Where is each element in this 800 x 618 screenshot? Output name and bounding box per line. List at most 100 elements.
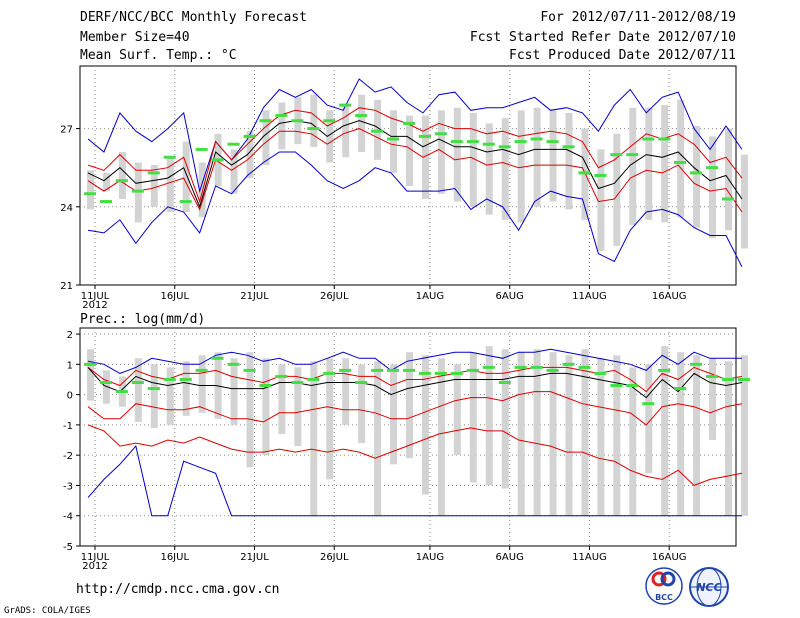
observation-marker [610,153,623,157]
range-bar [390,110,398,173]
observation-marker [530,365,543,369]
y-tick-label: -5 [63,542,73,553]
series-line-mean [87,120,743,209]
observation-marker [418,371,431,375]
range-bar [565,355,573,516]
observation-marker [84,192,96,196]
range-bar [709,358,717,441]
range-bar [182,141,190,212]
x-tick-label: 16JUL [160,552,189,563]
range-bar [87,349,94,401]
range-bar [102,370,110,404]
observation-marker [514,140,527,144]
range-bar [342,358,350,425]
range-bar [677,99,685,218]
observation-marker [211,356,224,360]
observation-marker [418,134,431,138]
range-bar [453,107,461,202]
x-tick-label: 11AUG [572,552,607,563]
range-bar [629,367,637,516]
series-line-lower2 [87,424,743,486]
x-tick-label: 21JUL [240,552,269,563]
range-bar [549,352,557,516]
range-bar [613,133,621,246]
range-bar [246,352,254,468]
observation-marker [450,140,463,144]
x-tick-label: 26JUL [320,291,349,302]
series-line-max [87,348,742,374]
x-tick-label: 11AUG [572,291,607,302]
observation-marker [243,134,256,138]
observation-marker [466,368,479,372]
range-bar [326,358,334,480]
observation-marker [131,189,144,193]
range-bar [342,105,350,158]
observation-marker [482,142,495,146]
observation-marker [434,132,447,136]
start-date: Fcst Started Refer Date 2012/07/10 [469,30,736,45]
range-bar [150,165,158,207]
observation-marker [195,147,208,151]
observation-marker [339,103,352,107]
member-size: Member Size=40 [80,30,190,45]
x-tick-label: 1AUG [416,291,444,302]
observation-marker [195,368,208,372]
observation-marker [99,381,112,384]
observation-marker [690,171,703,175]
range-bar [262,110,270,166]
observation-marker [275,374,288,378]
observation-marker [307,127,320,131]
range-bar [597,358,605,516]
series-line-lower [87,391,743,426]
observation-marker [259,119,272,123]
range-bar [437,110,445,194]
observation-marker [227,142,240,146]
range-bar [533,349,541,516]
observation-marker [562,145,575,149]
series-line-min [87,445,742,517]
observation-marker [147,387,160,391]
series-line-upper [87,366,743,393]
range-bar [517,352,525,516]
x-tick-label: 11JUL [81,552,110,563]
observation-marker [211,158,224,162]
series-line-mean [87,367,743,399]
observation-marker [674,160,687,164]
range-bar [709,136,717,239]
observation-marker [594,371,607,375]
observation-marker [227,362,240,366]
observation-marker [466,140,479,144]
range-bar [246,131,254,179]
observation-marker [387,137,400,141]
observation-marker [371,368,384,372]
series-line-min [87,151,743,268]
source-url[interactable]: http://cmdp.ncc.cma.gov.cn [76,582,280,597]
observation-marker [594,174,607,177]
observation-marker [737,377,750,381]
observation-marker [163,377,176,381]
observation-marker [387,368,400,372]
observation-marker [578,365,591,369]
range-bar [294,367,302,447]
observation-marker [498,381,511,384]
observation-marker [275,114,288,118]
observation-marker [323,119,336,123]
bcc-logo: BCC [645,567,683,605]
observation-marker [626,153,639,157]
product-title: DERF/NCC/BCC Monthly Forecast [80,10,307,25]
observation-marker [642,137,655,141]
observation-marker [578,171,591,175]
observation-marker [99,200,112,204]
range-bar [661,105,669,223]
range-bar [693,355,701,516]
range-bar [501,118,509,220]
range-bar [725,361,732,516]
y-tick-label: -1 [63,421,73,432]
range-bar [150,364,158,428]
y-tick-label: -4 [63,512,73,523]
range-bar [230,358,238,425]
range-bar [501,349,509,489]
observation-marker [722,197,734,201]
